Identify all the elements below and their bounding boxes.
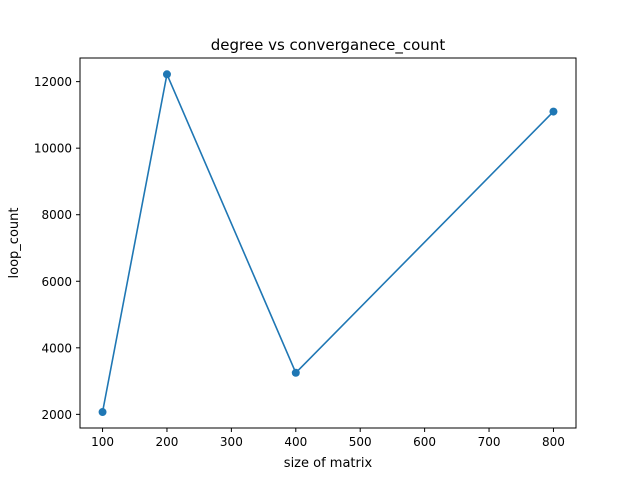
data-point [98,408,107,417]
y-tick-label: 8000 [41,208,72,222]
x-tick-label: 100 [91,435,114,449]
y-tick-label: 6000 [41,275,72,289]
y-tick-label: 10000 [34,142,72,156]
data-point [291,368,300,377]
x-axis: 100 200 300 400 500 600 700 800 [91,428,565,449]
y-tick-label: 12000 [34,75,72,89]
x-tick-label: 600 [413,435,436,449]
x-tick-label: 200 [156,435,179,449]
x-tick-label: 300 [220,435,243,449]
x-tick-label: 500 [349,435,372,449]
y-tick-label: 4000 [41,341,72,355]
y-tick-label: 2000 [41,408,72,422]
data-point [549,107,558,116]
x-tick-label: 400 [284,435,307,449]
y-axis-label: loop_count [7,208,22,279]
data-point [162,70,171,79]
x-axis-label: size of matrix [284,456,373,471]
x-tick-label: 800 [542,435,565,449]
series-line [101,73,555,413]
axes-frame [79,57,577,429]
plot-area [98,70,558,417]
y-axis: 2000 4000 6000 8000 10000 12000 [34,75,80,422]
chart-title: degree vs converganece_count [211,36,446,55]
x-tick-label: 700 [478,435,501,449]
